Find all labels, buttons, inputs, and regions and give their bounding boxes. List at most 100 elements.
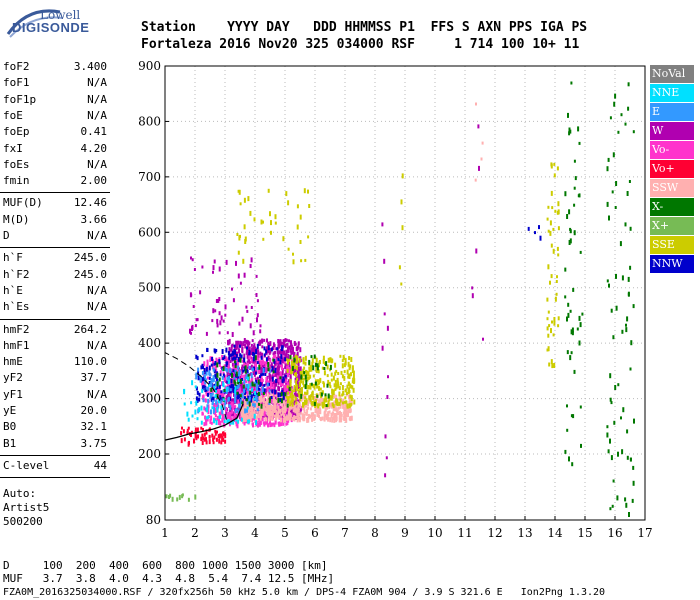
echo-point bbox=[239, 379, 242, 384]
echo-point bbox=[288, 345, 291, 350]
echo-point bbox=[295, 360, 298, 364]
echo-point bbox=[229, 353, 232, 357]
echo-point bbox=[342, 398, 345, 402]
echo-point bbox=[293, 415, 296, 420]
echo-point bbox=[208, 383, 210, 387]
echo-point bbox=[197, 371, 200, 375]
echo-point bbox=[272, 346, 275, 351]
echo-point bbox=[250, 378, 253, 384]
echo-point bbox=[248, 352, 251, 356]
echo-point bbox=[249, 414, 251, 420]
echo-point bbox=[277, 372, 280, 377]
echo-point bbox=[225, 390, 228, 394]
echo-point bbox=[243, 272, 246, 278]
file-info-line: FZA0M_2016325034000.RSF / 320fx256h 50 k… bbox=[3, 587, 606, 598]
echo-point bbox=[243, 415, 246, 419]
echo-point bbox=[240, 354, 243, 359]
echo-point bbox=[213, 348, 216, 353]
echo-point bbox=[248, 349, 251, 355]
echo-point bbox=[301, 387, 303, 392]
echo-point bbox=[316, 365, 319, 371]
echo-point bbox=[546, 217, 549, 221]
echo-point bbox=[207, 386, 210, 391]
echo-point bbox=[296, 377, 299, 381]
echo-point bbox=[334, 408, 337, 412]
echo-point bbox=[249, 323, 252, 329]
echo-point bbox=[620, 113, 623, 117]
echo-point bbox=[237, 356, 240, 362]
y-tick-label: 900 bbox=[138, 59, 161, 73]
echo-point bbox=[269, 386, 272, 390]
echo-point bbox=[471, 286, 474, 290]
echo-point bbox=[229, 393, 232, 399]
echo-point bbox=[624, 222, 627, 227]
echo-point bbox=[266, 419, 269, 424]
echo-point bbox=[554, 209, 557, 213]
echo-point bbox=[338, 417, 341, 423]
echo-point bbox=[245, 305, 248, 309]
echo-point bbox=[316, 363, 319, 368]
echo-point bbox=[285, 350, 288, 355]
echo-point bbox=[546, 317, 549, 321]
echo-point bbox=[260, 382, 263, 386]
echo-point bbox=[345, 413, 348, 418]
param-label: hmE bbox=[3, 355, 23, 369]
echo-point bbox=[251, 339, 254, 343]
echo-point bbox=[557, 324, 560, 328]
echo-point bbox=[203, 437, 206, 442]
echo-point bbox=[617, 383, 620, 387]
echo-point bbox=[186, 431, 189, 435]
echo-point bbox=[318, 400, 321, 405]
echo-point bbox=[297, 378, 300, 382]
echo-point bbox=[234, 360, 236, 364]
y-tick-label: 700 bbox=[138, 170, 161, 184]
echo-point bbox=[269, 376, 271, 381]
echo-point bbox=[579, 405, 582, 409]
param-value: 44 bbox=[93, 458, 107, 472]
param-value: 3.400 bbox=[73, 60, 107, 73]
echo-point bbox=[280, 417, 282, 423]
echo-point bbox=[259, 400, 262, 406]
echo-point bbox=[339, 410, 341, 415]
echo-point bbox=[534, 231, 536, 235]
echo-point bbox=[196, 356, 199, 361]
echo-point bbox=[204, 385, 207, 390]
echo-point bbox=[275, 390, 278, 395]
echo-point bbox=[351, 365, 354, 371]
echo-point bbox=[273, 354, 275, 358]
echo-point bbox=[282, 417, 285, 423]
echo-point bbox=[253, 397, 256, 401]
echo-point bbox=[237, 250, 240, 255]
echo-point bbox=[210, 409, 212, 415]
echo-point bbox=[271, 413, 274, 417]
echo-point bbox=[263, 388, 266, 394]
echo-point bbox=[318, 360, 321, 364]
echo-point bbox=[208, 370, 211, 376]
echo-point bbox=[333, 400, 336, 404]
auto-info-line: Artist5 bbox=[3, 501, 50, 515]
echo-point bbox=[612, 479, 615, 483]
echo-point bbox=[339, 404, 342, 409]
echo-point bbox=[255, 389, 258, 395]
echo-point bbox=[615, 305, 618, 311]
echo-point bbox=[275, 411, 278, 416]
echo-point bbox=[232, 419, 235, 425]
param-value: N/A bbox=[87, 387, 107, 401]
echo-point bbox=[284, 386, 286, 392]
echo-point bbox=[308, 366, 311, 370]
echo-point bbox=[214, 394, 217, 399]
separator bbox=[0, 247, 110, 249]
echo-point bbox=[213, 385, 216, 390]
echo-point bbox=[279, 397, 282, 402]
echo-point bbox=[550, 162, 553, 167]
echo-point bbox=[243, 197, 246, 203]
x-tick-label: 4 bbox=[251, 526, 259, 540]
echo-point bbox=[327, 411, 330, 416]
echo-point bbox=[255, 371, 257, 375]
echo-point bbox=[183, 402, 186, 406]
echo-point bbox=[249, 264, 252, 268]
echo-point bbox=[608, 283, 610, 288]
echo-point bbox=[632, 465, 635, 470]
echo-point bbox=[232, 382, 235, 386]
echo-point bbox=[387, 375, 389, 379]
